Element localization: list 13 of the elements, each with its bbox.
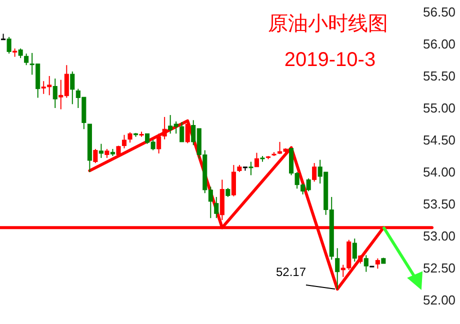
y-tick-label: 53.00: [423, 228, 456, 244]
y-tick-label: 53.50: [423, 196, 456, 212]
chart-title: 原油小时线图: [268, 13, 388, 35]
y-tick-label: 56.00: [423, 36, 456, 52]
text: 2019-10-3: [284, 49, 376, 71]
y-tick-label: 55.00: [423, 100, 456, 116]
annotation: 52.17: [276, 265, 306, 279]
y-tick-label: 56.50: [423, 4, 456, 20]
y-tick-label: 54.50: [423, 132, 456, 148]
y-tick-label: 54.00: [423, 164, 456, 180]
y-tick-label: 55.50: [423, 68, 456, 84]
y-tick-label: 52.50: [423, 260, 456, 276]
y-tick-label: 52.00: [423, 292, 456, 308]
